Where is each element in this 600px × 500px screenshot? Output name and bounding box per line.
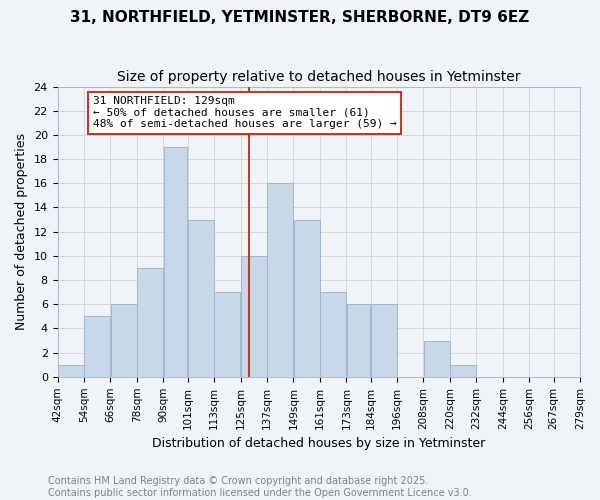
Bar (164, 147, 187, 377)
Bar (137, 268, 163, 377)
Bar (371, 304, 397, 377)
Bar (347, 304, 370, 377)
Bar (424, 340, 449, 377)
Bar (293, 220, 320, 377)
Text: Contains HM Land Registry data © Crown copyright and database right 2025.
Contai: Contains HM Land Registry data © Crown c… (48, 476, 472, 498)
Bar (450, 364, 476, 377)
X-axis label: Distribution of detached houses by size in Yetminster: Distribution of detached houses by size … (152, 437, 485, 450)
Title: Size of property relative to detached houses in Yetminster: Size of property relative to detached ho… (117, 70, 521, 84)
Bar (267, 184, 293, 377)
Bar (84, 316, 110, 377)
Bar (241, 256, 266, 377)
Bar (58, 364, 84, 377)
Bar (111, 304, 137, 377)
Text: 31, NORTHFIELD, YETMINSTER, SHERBORNE, DT9 6EZ: 31, NORTHFIELD, YETMINSTER, SHERBORNE, D… (70, 10, 530, 25)
Y-axis label: Number of detached properties: Number of detached properties (15, 133, 28, 330)
Bar (188, 220, 214, 377)
Text: 31 NORTHFIELD: 129sqm
← 50% of detached houses are smaller (61)
48% of semi-deta: 31 NORTHFIELD: 129sqm ← 50% of detached … (93, 96, 397, 130)
Bar (320, 292, 346, 377)
Bar (214, 292, 240, 377)
